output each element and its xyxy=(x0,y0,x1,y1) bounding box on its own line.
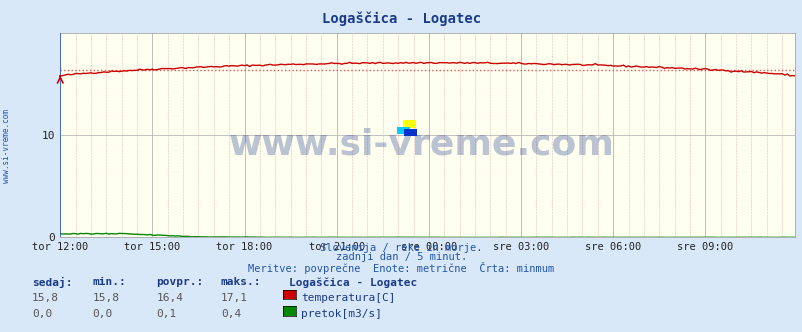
Text: 15,8: 15,8 xyxy=(32,293,59,303)
Text: Slovenija / reke in morje.: Slovenija / reke in morje. xyxy=(320,243,482,253)
Text: 0,0: 0,0 xyxy=(92,309,112,319)
Text: maks.:: maks.: xyxy=(221,277,261,287)
Text: zadnji dan / 5 minut.: zadnji dan / 5 minut. xyxy=(335,252,467,262)
Text: min.:: min.: xyxy=(92,277,126,287)
Text: Logaščica - Logatec: Logaščica - Logatec xyxy=(289,277,417,288)
Text: Logaščica - Logatec: Logaščica - Logatec xyxy=(322,12,480,26)
Text: povpr.:: povpr.: xyxy=(156,277,204,287)
Text: 0,1: 0,1 xyxy=(156,309,176,319)
Text: 15,8: 15,8 xyxy=(92,293,119,303)
Text: 0,0: 0,0 xyxy=(32,309,52,319)
Text: www.si-vreme.com: www.si-vreme.com xyxy=(229,127,614,161)
Text: 0,4: 0,4 xyxy=(221,309,241,319)
Text: www.si-vreme.com: www.si-vreme.com xyxy=(2,109,11,183)
Text: 17,1: 17,1 xyxy=(221,293,248,303)
Text: 16,4: 16,4 xyxy=(156,293,184,303)
Text: pretok[m3/s]: pretok[m3/s] xyxy=(301,309,382,319)
Text: temperatura[C]: temperatura[C] xyxy=(301,293,395,303)
Text: Meritve: povprečne  Enote: metrične  Črta: minmum: Meritve: povprečne Enote: metrične Črta:… xyxy=(248,262,554,274)
Text: sedaj:: sedaj: xyxy=(32,277,72,288)
